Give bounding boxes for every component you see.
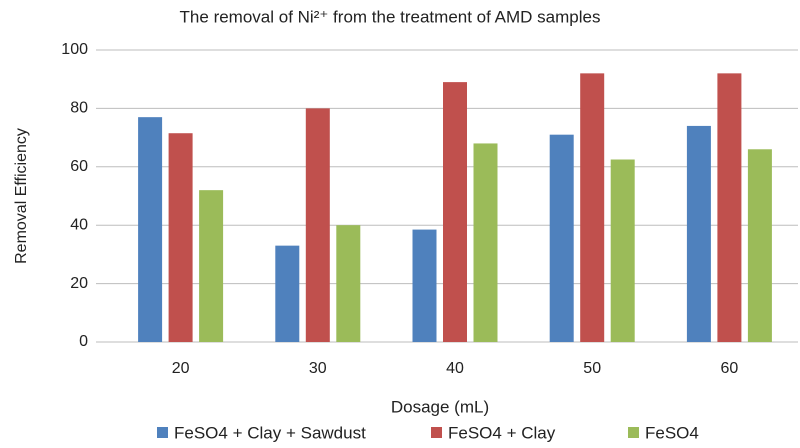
legend-swatch	[431, 427, 442, 438]
bar	[199, 190, 224, 342]
x-tick-label: 50	[583, 360, 601, 377]
bar	[610, 159, 635, 342]
bar	[412, 229, 437, 342]
bar	[168, 133, 193, 342]
y-tick-label: 0	[79, 333, 88, 350]
y-tick-label: 60	[70, 158, 88, 175]
bar	[275, 245, 300, 342]
bar	[686, 125, 711, 342]
y-axis-label: Removal Efficiency	[13, 128, 30, 264]
x-axis-label: Dosage (mL)	[391, 397, 489, 416]
y-tick-label: 40	[70, 216, 88, 233]
bar	[138, 117, 163, 342]
legend-label: FeSO4 + Clay	[448, 423, 556, 442]
y-tick-label: 100	[61, 41, 88, 58]
bar	[336, 225, 361, 342]
legend-label: FeSO4	[645, 423, 699, 442]
chart-title: The removal of Ni²⁺ from the treatment o…	[180, 7, 601, 26]
bar	[549, 134, 574, 342]
x-tick-label: 40	[446, 360, 464, 377]
x-tick-label: 30	[309, 360, 327, 377]
bar	[580, 73, 605, 343]
legend-label: FeSO4 + Clay + Sawdust	[174, 423, 366, 442]
bar	[717, 73, 742, 343]
bar	[305, 108, 330, 343]
bar	[473, 143, 498, 342]
bar	[443, 82, 467, 343]
x-tick-label: 20	[172, 360, 190, 377]
y-tick-label: 20	[70, 275, 88, 292]
y-tick-label: 80	[70, 100, 88, 117]
legend-swatch	[628, 427, 639, 438]
x-tick-label: 60	[721, 360, 739, 377]
legend-swatch	[157, 427, 168, 438]
bar	[747, 149, 772, 342]
